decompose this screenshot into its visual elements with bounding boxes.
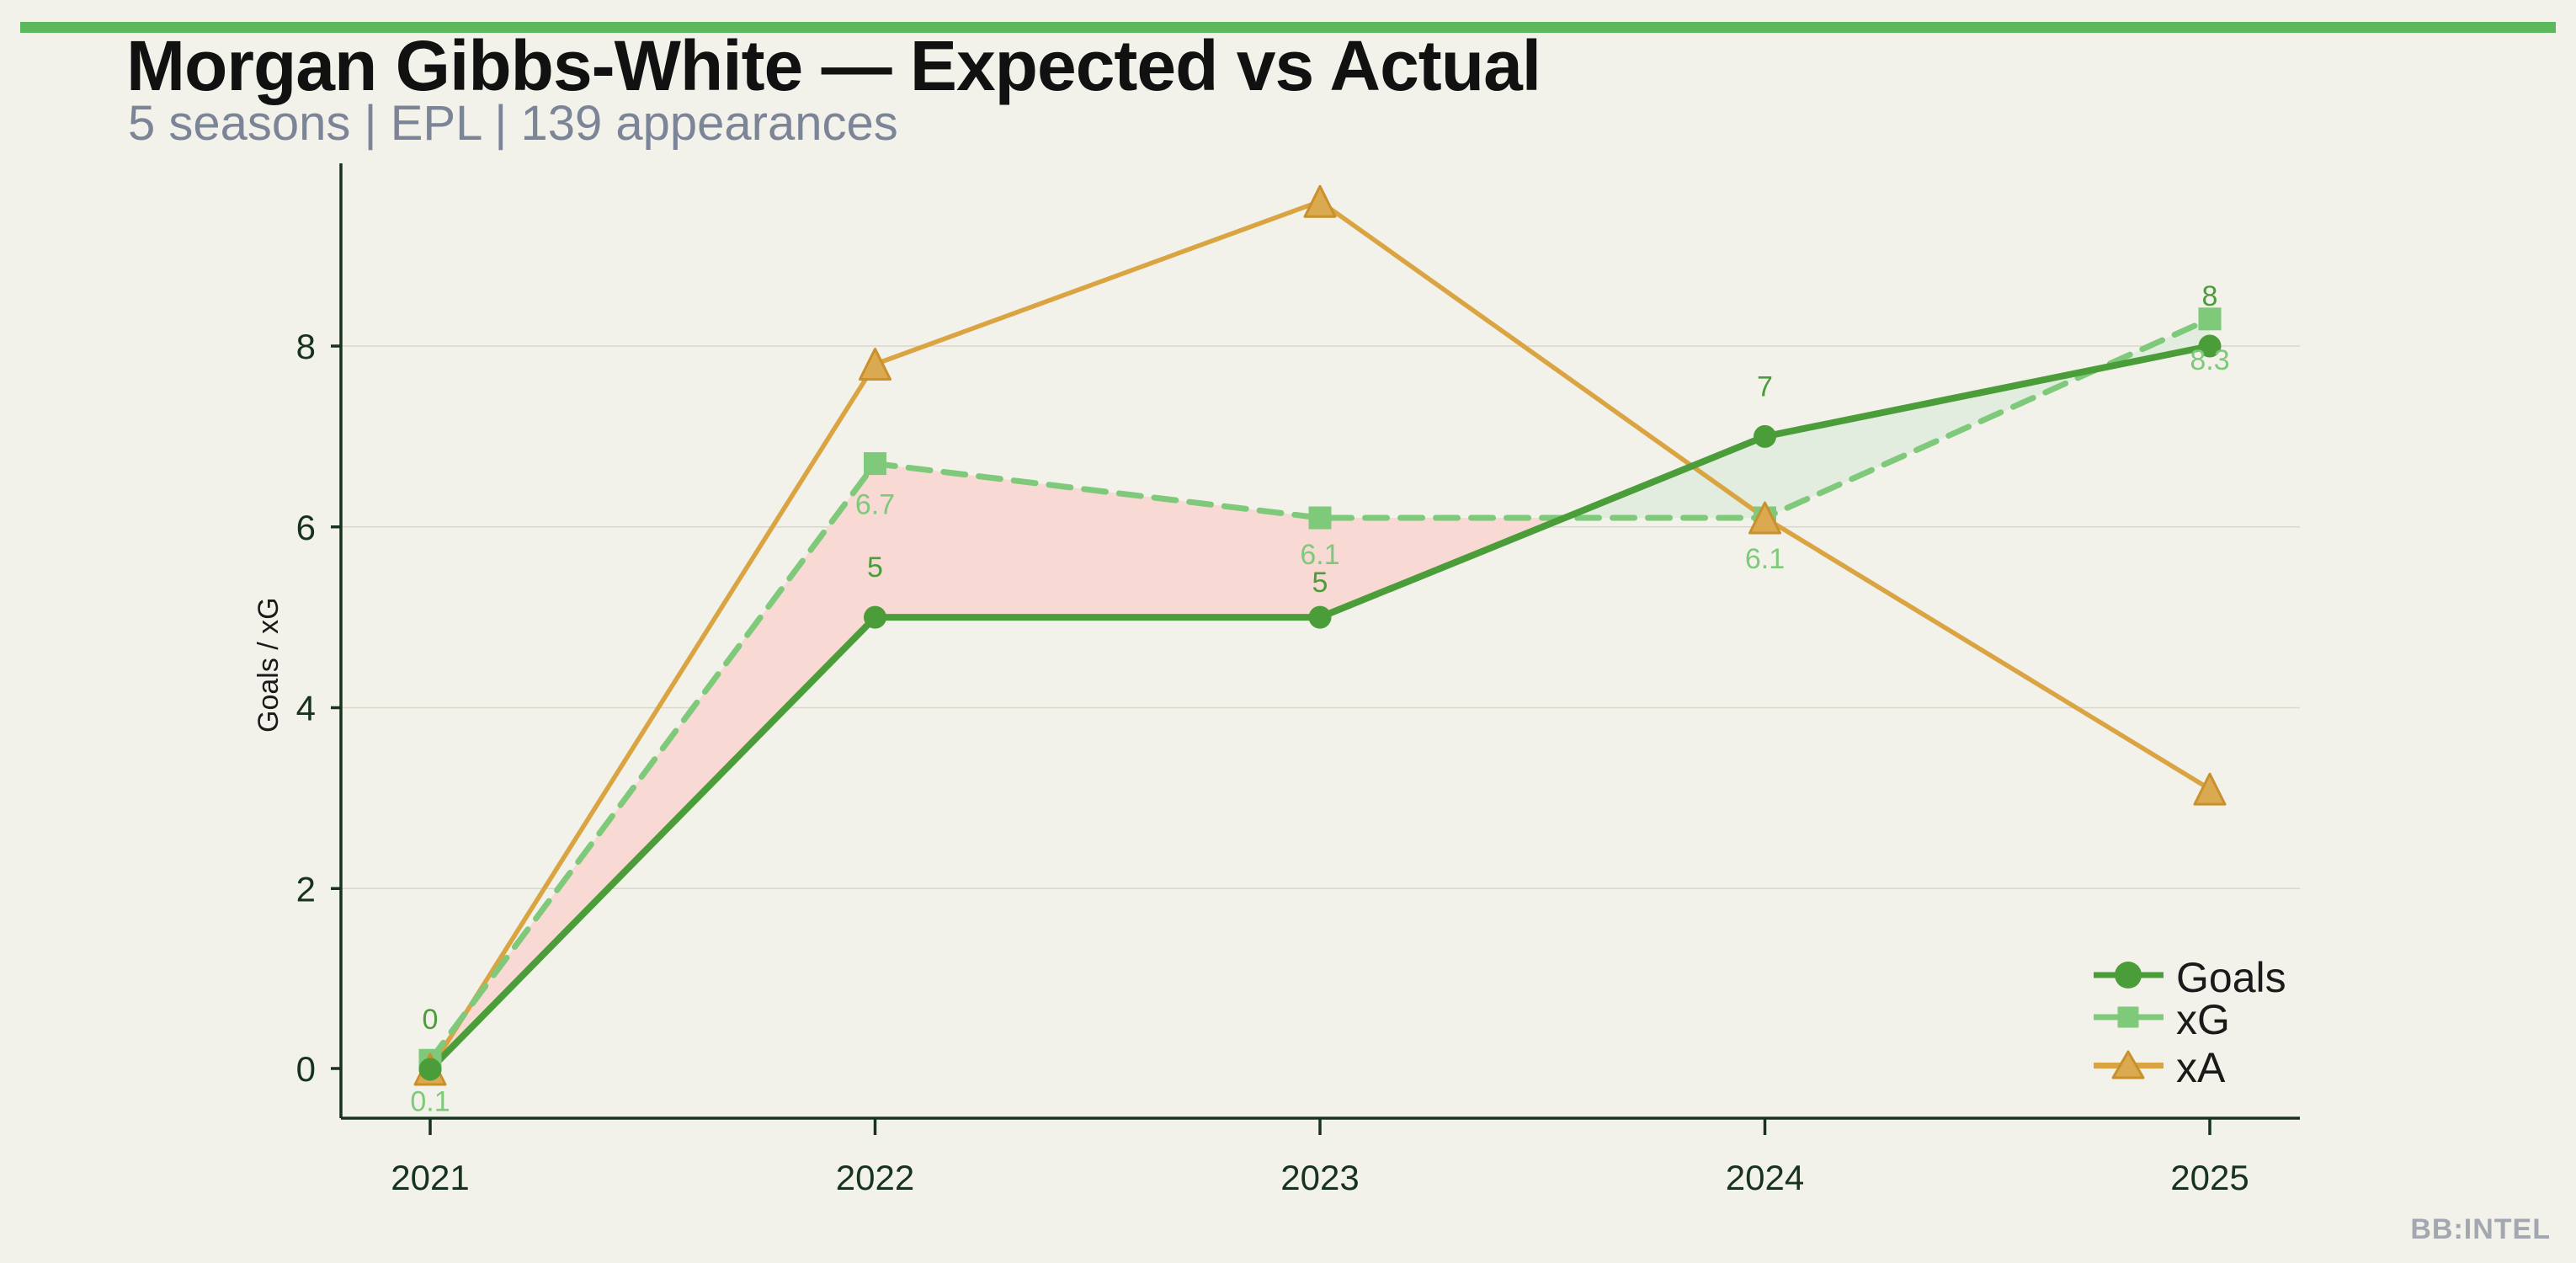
svg-text:2022: 2022	[836, 1158, 914, 1197]
svg-text:8: 8	[296, 327, 316, 366]
svg-text:8.3: 8.3	[2190, 344, 2229, 376]
svg-text:7: 7	[1757, 370, 1773, 402]
svg-text:2025: 2025	[2170, 1158, 2249, 1197]
svg-text:6.1: 6.1	[1745, 543, 1785, 575]
svg-text:0.1: 0.1	[410, 1085, 450, 1117]
svg-text:2023: 2023	[1280, 1158, 1359, 1197]
svg-text:6: 6	[296, 508, 316, 547]
svg-text:xG: xG	[2176, 996, 2230, 1043]
svg-text:2024: 2024	[1726, 1158, 1804, 1197]
svg-text:xA: xA	[2176, 1044, 2226, 1091]
svg-text:8: 8	[2202, 280, 2218, 312]
svg-text:0: 0	[423, 1004, 439, 1036]
svg-text:0: 0	[296, 1049, 316, 1089]
svg-text:4: 4	[296, 689, 316, 728]
svg-text:5: 5	[1312, 567, 1328, 599]
svg-text:2: 2	[296, 869, 316, 909]
svg-text:6.1: 6.1	[1300, 539, 1339, 571]
svg-text:Goals: Goals	[2176, 954, 2286, 1001]
svg-text:2021: 2021	[391, 1158, 469, 1197]
svg-text:6.7: 6.7	[855, 489, 895, 521]
svg-text:5: 5	[867, 552, 883, 584]
